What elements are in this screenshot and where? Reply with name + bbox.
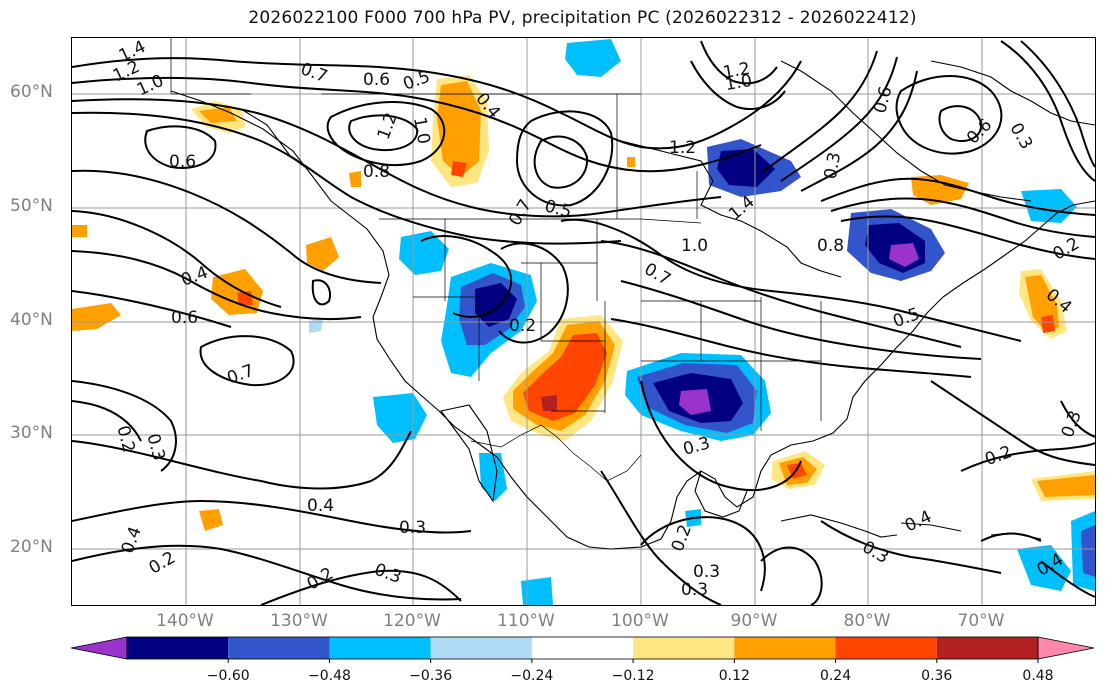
lat-label-60n: 60°N <box>10 82 53 102</box>
colorbar-tick-label: −0.36 <box>409 668 453 684</box>
precip-negative-area <box>679 389 711 415</box>
chart-title: 2026022100 F000 700 hPa PV, precipitatio… <box>248 8 917 28</box>
colorbar-segment <box>531 637 634 659</box>
colorbar-segment <box>936 637 1038 659</box>
lon-label-130w: 130°W <box>270 611 328 631</box>
contour-label: 1.0 <box>724 71 754 95</box>
precip-negative-area <box>889 243 919 267</box>
colorbar-tick-label: 0.12 <box>718 668 750 684</box>
precip-positive-area <box>199 509 223 531</box>
precip-fill-layer <box>72 39 1095 605</box>
contour-label: 0.6 <box>169 152 196 172</box>
colorbar-segment <box>329 637 431 659</box>
contour-label: 1.0 <box>681 236 708 256</box>
precip-positive-area <box>72 225 87 237</box>
contour-label: 0.2 <box>509 316 536 336</box>
lon-label-100w: 100°W <box>611 611 669 631</box>
lon-label-70w: 70°W <box>957 611 1005 631</box>
precip-positive-area <box>451 161 467 177</box>
colorbar-segment <box>633 637 735 659</box>
precip-positive-area <box>627 157 635 167</box>
precip-positive-area <box>911 175 969 205</box>
precip-positive-area <box>199 107 237 123</box>
contour-label: 0.3 <box>681 580 708 600</box>
colorbar-segment <box>228 637 330 659</box>
precip-negative-area <box>479 453 507 501</box>
colorbar-extend-low <box>70 636 128 660</box>
colorbar-tick-label: 0.36 <box>921 668 953 684</box>
lat-label-30n: 30°N <box>10 423 53 443</box>
colorbar-tick-label: −0.24 <box>510 668 554 684</box>
colorbar-segment <box>835 637 937 659</box>
contour-label: 0.4 <box>307 496 334 516</box>
precip-negative-area <box>1017 545 1071 591</box>
colorbar-outline <box>126 636 1039 660</box>
precip-negative-area <box>399 231 449 275</box>
contour-label: 1.2 <box>669 138 696 158</box>
colorbar-extend-high <box>1037 636 1095 660</box>
precip-negative-area <box>1081 525 1095 577</box>
map-panel: 1.4 1.2 1.0 0.7 0.6 0.5 0.4 1.2 1.0 0.8 … <box>71 37 1096 606</box>
pv-contours <box>72 40 1095 605</box>
colorbar-segment <box>127 637 229 659</box>
precip-negative-area <box>1021 189 1077 223</box>
contour-label: 0.3 <box>821 151 845 181</box>
precip-positive-area <box>541 395 557 411</box>
colorbar-tick-label: 0.60 <box>1099 668 1105 684</box>
contour-label: 1.0 <box>409 116 433 146</box>
precip-negative-area <box>717 149 775 187</box>
colorbar-segment <box>734 637 836 659</box>
precip-negative-area <box>475 283 517 327</box>
contour-label: 0.8 <box>363 162 390 182</box>
precip-positive-area <box>1041 315 1055 333</box>
precip-positive-area <box>349 171 361 187</box>
colorbar-segment <box>430 637 532 659</box>
precip-positive-area <box>1037 475 1095 497</box>
lat-label-40n: 40°N <box>10 310 53 330</box>
precip-negative-area <box>565 39 621 77</box>
lat-label-20n: 20°N <box>10 537 53 557</box>
contour-label: 1.2 <box>722 59 752 83</box>
colorbar-tick-label: −0.48 <box>307 668 351 684</box>
precip-negative-area <box>521 577 553 605</box>
colorbar-tick-label: 0.48 <box>1022 668 1054 684</box>
lon-label-140w: 140°W <box>156 611 214 631</box>
lon-label-80w: 80°W <box>843 611 891 631</box>
contour-label: 0.8 <box>817 236 844 256</box>
lon-label-90w: 90°W <box>730 611 778 631</box>
contour-label: 0.6 <box>171 308 198 328</box>
state-borders <box>170 38 822 482</box>
lon-label-120w: 120°W <box>383 611 441 631</box>
colorbar-tick-label: −0.60 <box>206 668 250 684</box>
colorbar-tick-label: −0.12 <box>611 668 655 684</box>
lat-label-50n: 50°N <box>10 196 53 216</box>
contour-label: 0.3 <box>399 518 426 538</box>
contour-label: 0.6 <box>363 70 390 90</box>
colorbar-tick-label: 0.24 <box>819 668 852 684</box>
precip-positive-area <box>306 237 339 271</box>
precip-positive-area <box>72 303 121 331</box>
contour-label: 0.3 <box>693 562 720 582</box>
map-canvas: 1.4 1.2 1.0 0.7 0.6 0.5 0.4 1.2 1.0 0.8 … <box>72 38 1095 605</box>
lon-label-110w: 110°W <box>497 611 555 631</box>
